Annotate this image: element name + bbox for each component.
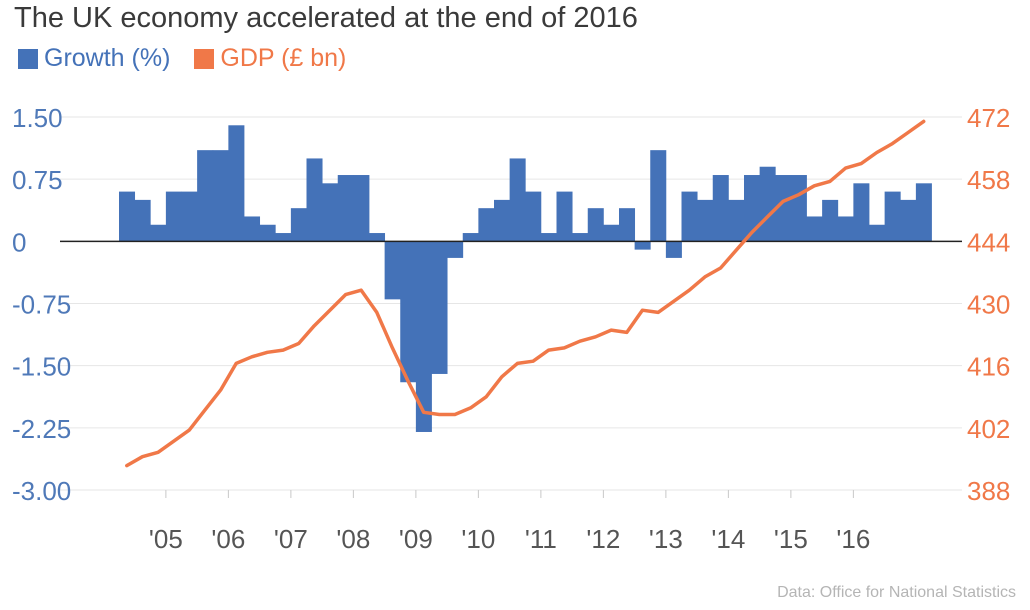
growth-bar <box>603 224 620 242</box>
y-left-tick-label: 0.75 <box>12 165 63 195</box>
legend-item-growth: Growth (%) <box>18 44 170 73</box>
growth-bar <box>337 175 354 242</box>
x-tick-label: '15 <box>774 524 808 554</box>
growth-bar <box>478 208 495 242</box>
growth-bar <box>165 191 182 242</box>
x-tick-label: '12 <box>586 524 620 554</box>
data-source: Data: Office for National Statistics <box>777 584 1016 601</box>
growth-bar <box>369 233 386 242</box>
growth-bar <box>869 224 886 242</box>
growth-bar <box>572 233 589 242</box>
growth-bar <box>322 183 339 242</box>
legend-swatch-gdp <box>194 48 215 69</box>
growth-bar <box>806 216 823 242</box>
growth-bar <box>900 199 917 242</box>
growth-bar <box>212 150 229 242</box>
growth-bar <box>228 125 245 242</box>
growth-bar <box>634 241 651 250</box>
growth-bar <box>822 199 839 242</box>
x-tick-label: '06 <box>211 524 245 554</box>
growth-bar <box>650 150 667 242</box>
growth-bar <box>400 241 417 383</box>
y-left-tick-label: -0.75 <box>12 290 71 320</box>
growth-bar <box>759 166 776 242</box>
growth-bar <box>150 224 167 242</box>
y-axis-right: 472 458 444 430 416 402 388 <box>967 103 1010 506</box>
y-left-tick-label: 1.50 <box>12 103 63 133</box>
x-tick-label: '05 <box>149 524 183 554</box>
growth-bar <box>509 158 526 242</box>
x-tick-label: '09 <box>399 524 433 554</box>
growth-bar <box>525 191 542 242</box>
growth-bar <box>462 233 479 242</box>
growth-bar <box>259 224 276 242</box>
x-tick-label: '08 <box>336 524 370 554</box>
growth-bar <box>619 208 636 242</box>
growth-bar <box>540 233 557 242</box>
growth-bar <box>775 175 792 242</box>
y-right-tick-label: 444 <box>967 227 1010 257</box>
growth-bar <box>556 191 573 242</box>
y-right-tick-label: 402 <box>967 414 1010 444</box>
y-left-tick-label: -2.25 <box>12 414 71 444</box>
growth-bar <box>587 208 604 242</box>
growth-bar <box>790 175 807 242</box>
growth-bar <box>353 175 370 242</box>
y-right-tick-label: 458 <box>967 165 1010 195</box>
legend-label-gdp: GDP (£ bn) <box>220 44 347 72</box>
x-tick-label: '11 <box>525 524 557 554</box>
growth-bar <box>306 158 323 242</box>
y-axis-left: 1.50 0.75 0 -0.75 -1.50 -2.25 -3.00 <box>12 103 71 506</box>
growth-bar <box>181 191 198 242</box>
y-left-tick-label: -3.00 <box>12 476 71 506</box>
growth-bar <box>447 241 464 258</box>
growth-bar <box>384 241 401 300</box>
growth-bar <box>197 150 214 242</box>
growth-bar <box>290 208 307 242</box>
growth-bar <box>134 199 151 242</box>
growth-bar <box>712 175 729 242</box>
y-right-tick-label: 388 <box>967 476 1010 506</box>
x-tick-label: '10 <box>461 524 495 554</box>
chart-title: The UK economy accelerated at the end of… <box>14 2 638 34</box>
legend-swatch-growth <box>18 48 38 69</box>
legend-item-gdp: GDP (£ bn) <box>194 44 346 73</box>
legend-label-growth: Growth (%) <box>44 44 171 72</box>
x-tick-label: '13 <box>649 524 683 554</box>
growth-bar <box>837 216 854 242</box>
y-left-tick-label: -1.50 <box>12 352 71 382</box>
x-tick-label: '14 <box>711 524 745 554</box>
gdp-line-group <box>125 119 926 468</box>
growth-bar <box>494 199 511 242</box>
gdp-line <box>125 119 926 468</box>
growth-bar <box>119 191 136 242</box>
growth-bar <box>853 183 870 242</box>
x-axis: '05 '06 '07 '08 '09 '10 '11 '12 '13 '14 '15 '16 <box>149 490 870 554</box>
growth-bar <box>244 216 261 242</box>
growth-bar <box>884 191 901 242</box>
growth-bars <box>119 125 932 432</box>
legend: Growth (%) GDP (£ bn) <box>18 44 364 73</box>
y-right-tick-label: 416 <box>967 352 1010 382</box>
y-right-tick-label: 430 <box>967 290 1010 320</box>
growth-bar <box>681 191 698 242</box>
y-left-tick-label: 0 <box>12 227 26 257</box>
growth-bar <box>415 241 432 432</box>
x-tick-label: '07 <box>274 524 308 554</box>
growth-bar <box>431 241 448 374</box>
growth-bar <box>275 233 292 242</box>
x-tick-label: '16 <box>836 524 870 554</box>
growth-bar <box>744 175 761 242</box>
growth-bar <box>728 199 745 242</box>
growth-bar <box>665 241 682 258</box>
y-right-tick-label: 472 <box>967 103 1010 133</box>
growth-bar <box>915 183 932 242</box>
growth-bar <box>697 199 714 242</box>
